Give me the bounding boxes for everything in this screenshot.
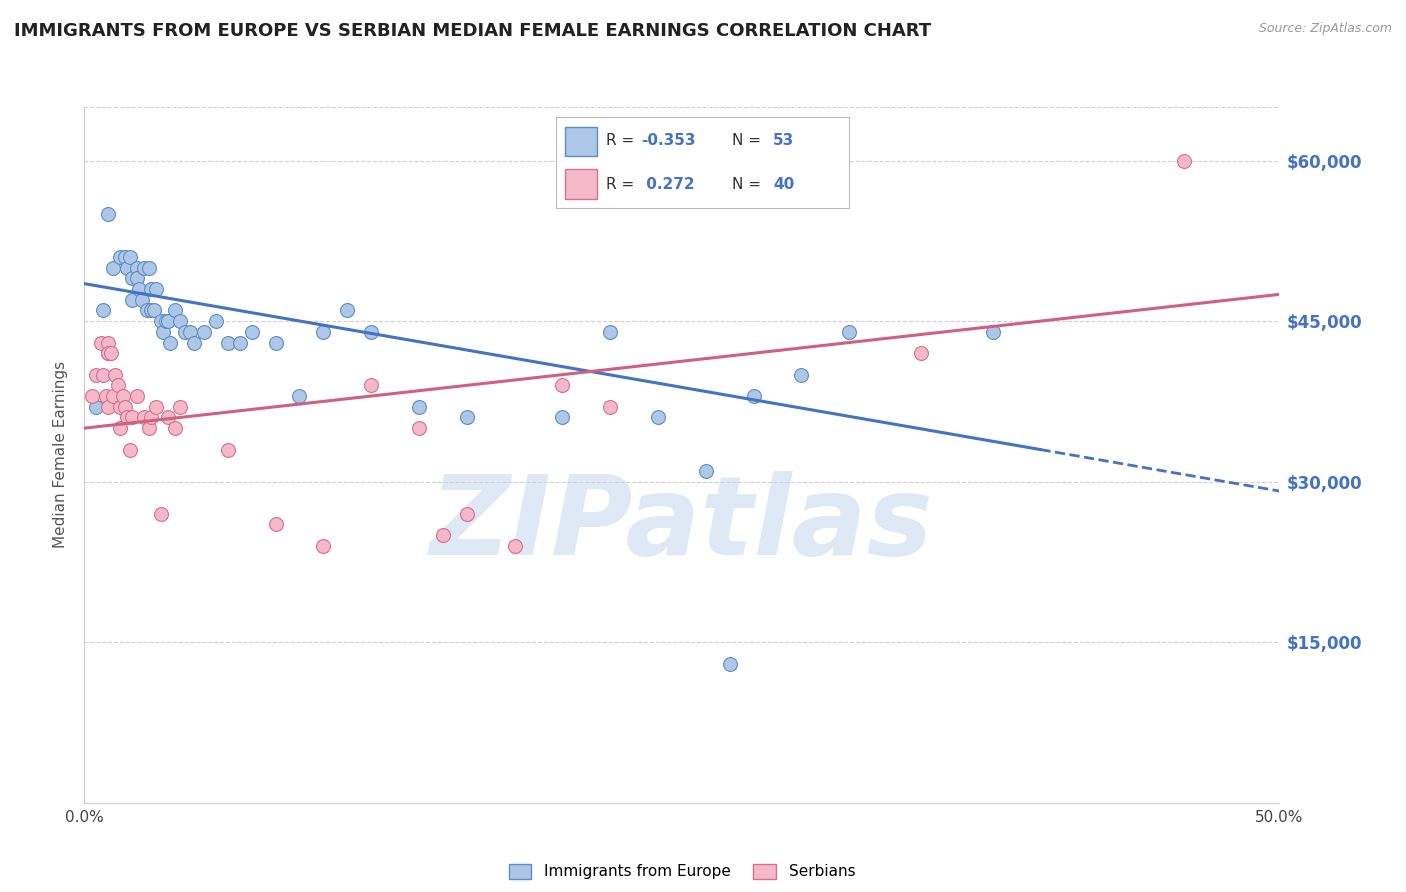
Point (193, 325, 215, 339)
Point (312, 325, 335, 339)
Point (141, 303, 163, 318)
Point (125, 271, 148, 285)
Point (456, 410, 478, 425)
Point (145, 400, 167, 414)
Point (169, 400, 191, 414)
Point (110, 400, 132, 414)
Point (183, 335, 205, 350)
Point (1173, 153, 1195, 168)
Point (217, 442, 239, 457)
Point (408, 400, 430, 414)
Point (93, 368, 115, 382)
Point (86, 368, 108, 382)
Point (142, 303, 165, 318)
Point (97, 207, 120, 221)
Point (360, 325, 382, 339)
Point (173, 325, 195, 339)
Point (107, 378, 129, 392)
Point (456, 507, 478, 521)
Point (101, 260, 124, 275)
Point (100, 346, 122, 360)
Point (149, 507, 172, 521)
Point (599, 400, 621, 414)
Point (90, 335, 112, 350)
Point (114, 250, 136, 264)
Point (264, 335, 287, 350)
Point (169, 314, 191, 328)
Point (125, 260, 148, 275)
Point (408, 421, 430, 435)
Point (599, 325, 621, 339)
Point (647, 410, 669, 425)
Point (288, 389, 311, 403)
Point (981, 325, 1004, 339)
Point (138, 260, 160, 275)
Point (240, 325, 263, 339)
Point (117, 410, 139, 425)
Point (145, 282, 167, 296)
Point (132, 410, 156, 425)
Point (132, 260, 156, 275)
Point (135, 303, 157, 318)
Point (128, 282, 150, 296)
Point (910, 346, 932, 360)
Point (165, 303, 187, 318)
Point (138, 421, 160, 435)
Point (503, 539, 526, 553)
Point (94, 389, 117, 403)
Point (336, 303, 359, 318)
Point (432, 528, 454, 542)
Point (718, 657, 741, 671)
Point (110, 250, 132, 264)
Point (125, 389, 148, 403)
Point (155, 314, 177, 328)
Point (121, 293, 143, 307)
Point (121, 410, 143, 425)
Point (93, 303, 115, 318)
Point (86, 400, 108, 414)
Point (165, 421, 187, 435)
Point (157, 314, 180, 328)
Point (110, 421, 132, 435)
Text: ZIPatlas: ZIPatlas (430, 471, 934, 578)
Point (205, 314, 228, 328)
Point (131, 293, 153, 307)
Point (159, 335, 181, 350)
Y-axis label: Median Female Earnings: Median Female Earnings (53, 361, 69, 549)
Point (228, 335, 252, 350)
Point (118, 250, 141, 264)
Point (121, 271, 143, 285)
Point (790, 368, 813, 382)
Legend: Immigrants from Europe, Serbians: Immigrants from Europe, Serbians (502, 857, 862, 886)
Point (141, 282, 163, 296)
Point (101, 389, 124, 403)
Point (157, 410, 180, 425)
Point (838, 325, 860, 339)
Text: IMMIGRANTS FROM EUROPE VS SERBIAN MEDIAN FEMALE EARNINGS CORRELATION CHART: IMMIGRANTS FROM EUROPE VS SERBIAN MEDIAN… (14, 22, 931, 40)
Point (97, 346, 120, 360)
Point (152, 325, 174, 339)
Point (104, 368, 127, 382)
Point (97, 335, 120, 350)
Point (264, 517, 287, 532)
Point (551, 378, 574, 392)
Point (97, 346, 120, 360)
Point (80, 389, 103, 403)
Point (149, 314, 172, 328)
Point (97, 400, 120, 414)
Point (217, 335, 239, 350)
Point (114, 400, 136, 414)
Point (551, 410, 574, 425)
Point (141, 410, 163, 425)
Text: Source: ZipAtlas.com: Source: ZipAtlas.com (1258, 22, 1392, 36)
Point (179, 325, 201, 339)
Point (742, 389, 765, 403)
Point (117, 260, 139, 275)
Point (118, 442, 141, 457)
Point (111, 389, 134, 403)
Point (312, 539, 335, 553)
Point (695, 464, 717, 478)
Point (360, 378, 382, 392)
